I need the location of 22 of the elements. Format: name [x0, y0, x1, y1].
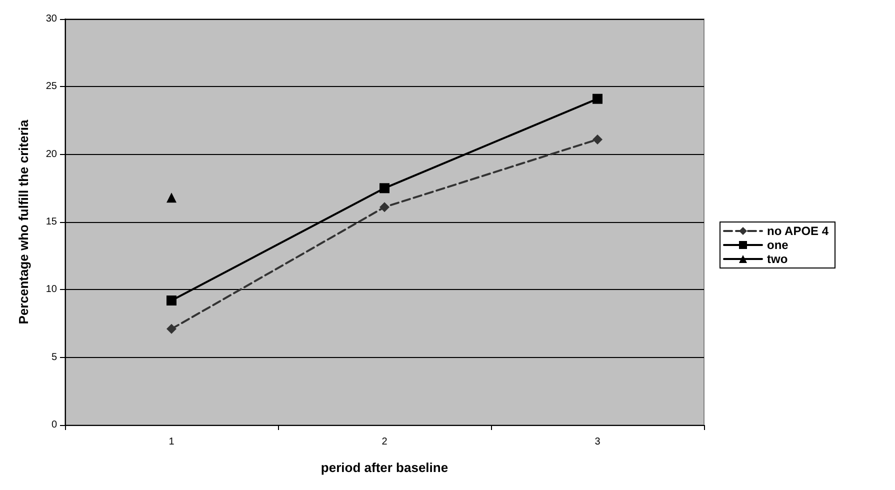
point — [166, 295, 176, 306]
point — [592, 134, 602, 144]
point — [166, 192, 176, 203]
y-tick-label: 20 — [46, 148, 58, 160]
point — [166, 324, 176, 334]
x-tick-label: 1 — [168, 436, 175, 448]
x-tick-label: 3 — [594, 436, 601, 448]
x-axis-title: period after baseline — [320, 460, 448, 475]
point — [592, 94, 602, 104]
y-tick-label: 30 — [46, 14, 58, 24]
y-tick-label: 5 — [51, 352, 58, 363]
legend-label: two — [767, 252, 788, 266]
point — [380, 183, 390, 194]
y-tick-label: 25 — [46, 81, 58, 92]
y-tick-label: 15 — [46, 216, 58, 228]
x-tick-label: 2 — [382, 436, 388, 448]
point — [380, 202, 390, 212]
y-tick-label: 10 — [46, 284, 58, 296]
legend-label: one — [767, 238, 789, 252]
y-tick-label: 0 — [51, 420, 58, 430]
legend-label: no APOE 4 — [767, 224, 829, 238]
y-axis-title: Percentage who fulfill the criteria — [16, 119, 31, 324]
